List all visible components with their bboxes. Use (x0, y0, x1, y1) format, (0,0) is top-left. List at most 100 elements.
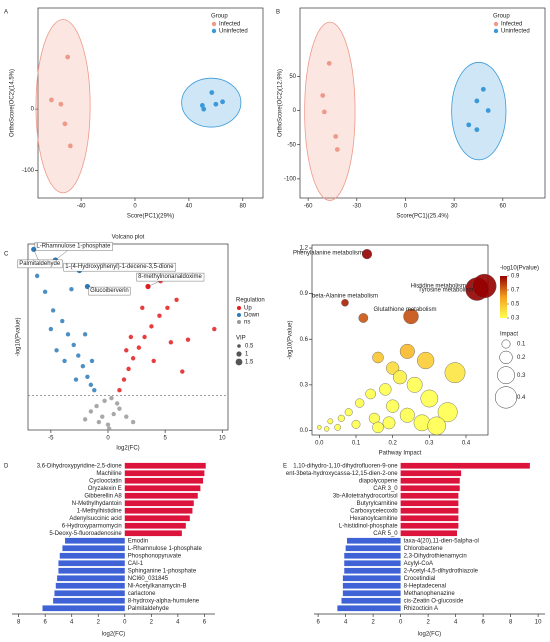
point (320, 93, 326, 98)
legend-swatch (211, 21, 217, 27)
point (474, 127, 480, 133)
x-tick-label: 0 (123, 620, 127, 626)
point (321, 109, 327, 115)
point (106, 426, 112, 431)
y-tick-label: 50 (289, 74, 296, 80)
x-tick-label: 0.3 (425, 441, 434, 447)
point (165, 305, 170, 310)
annotation: Palmitaldehyde (19, 261, 61, 267)
bubble (420, 389, 439, 408)
x-tick-label: 80 (239, 204, 246, 210)
category-label: CAI-1 (128, 561, 144, 567)
x-tick-label: -40 (77, 204, 86, 210)
point (121, 377, 127, 382)
category-label: Methanophenazine (404, 591, 456, 597)
bar (400, 477, 460, 484)
y-axis-label: -log10(Pvalue) (288, 320, 294, 359)
point (96, 419, 102, 425)
point (124, 348, 129, 353)
category-label: 8-Heptadecenal (404, 583, 446, 589)
bubble (334, 424, 341, 431)
category-label: Adenylsuccinic acid (69, 516, 121, 522)
category-label: 1-Methylhistidine (77, 508, 123, 514)
x-tick-label: 2 (426, 620, 430, 626)
bar (58, 567, 125, 574)
bar (344, 552, 401, 559)
size-legend-label: 0.2 (517, 355, 526, 361)
point (185, 337, 191, 342)
legend-swatch (237, 313, 241, 317)
point (62, 358, 67, 364)
bubble (351, 419, 361, 429)
bar (124, 507, 193, 514)
category-label: Chlorobactene (404, 546, 444, 552)
point (333, 134, 339, 139)
bubble (406, 376, 423, 393)
bar (59, 552, 125, 559)
category-label: Rhizocticin A (404, 606, 438, 612)
plot-frame (311, 244, 489, 436)
point (136, 345, 142, 350)
category-label: Hexanoylcarnitine (350, 516, 398, 522)
confidence-ellipse (35, 19, 91, 194)
point (69, 286, 74, 292)
bar (344, 567, 401, 574)
point (80, 364, 86, 369)
size-legend-label: 0.5 (245, 344, 254, 350)
point (168, 340, 174, 345)
bubble (317, 425, 322, 430)
category-label: carlactone (128, 591, 156, 597)
colorbar-tick-label: 0.7 (511, 288, 520, 294)
bar (54, 590, 125, 597)
point (466, 122, 472, 128)
x-tick-label: 30 (451, 204, 458, 210)
point (67, 143, 73, 149)
point (199, 103, 205, 108)
bar (344, 560, 401, 567)
point (151, 358, 156, 364)
x-tick-label: 6 (481, 620, 485, 626)
category-label: 3b-Allotetrahydrocortisol (333, 493, 398, 499)
point (180, 369, 185, 374)
category-label: 5-Deoxy-5-fluoroadenosine (49, 531, 122, 537)
category-label: ent-3beta-hydroxycassa-12,15-dien-2-one (286, 471, 398, 477)
category-label: CAR 5_0 (373, 531, 398, 537)
point (130, 419, 136, 425)
bubble (344, 408, 353, 417)
x-axis-label: Score(PC1)(25.4%) (396, 214, 448, 220)
bar (65, 537, 125, 544)
size-legend-swatch (236, 351, 242, 357)
legend-title: Regulation (236, 298, 265, 304)
bubble (365, 388, 376, 400)
category-label: diapolycopene (359, 478, 398, 484)
category-label: Machiline (96, 471, 122, 477)
category-label: 6-Hydroxyparmomycin (62, 523, 122, 529)
point (111, 411, 116, 417)
colorbar (500, 276, 507, 318)
point (485, 108, 491, 113)
bubble (324, 426, 330, 432)
bar (124, 492, 198, 499)
point (54, 348, 59, 353)
point (62, 121, 68, 127)
panel-label: A (4, 10, 8, 16)
point (58, 101, 64, 107)
point (89, 358, 95, 364)
y-tick-label: 0.0 (300, 428, 309, 434)
x-tick-label: 4 (176, 620, 180, 626)
confidence-ellipse (304, 21, 356, 201)
point (85, 374, 90, 380)
x-tick-label: 0 (399, 620, 403, 626)
x-tick-label: 8 (509, 620, 513, 626)
annotation: 1-(4-Hydroxyphenyl)-1-decene-3,5-dione (65, 264, 174, 270)
y-tick-label: 0.6 (300, 337, 309, 343)
panel-label: E (283, 464, 287, 470)
bar (55, 582, 125, 589)
bar (57, 575, 125, 582)
point-label: Histidine metabolism (411, 284, 466, 290)
category-label: Cyclooctatin (89, 478, 122, 484)
panel-label: B (276, 10, 280, 16)
bubble (386, 399, 400, 413)
x-tick-label: 10 (535, 620, 542, 626)
